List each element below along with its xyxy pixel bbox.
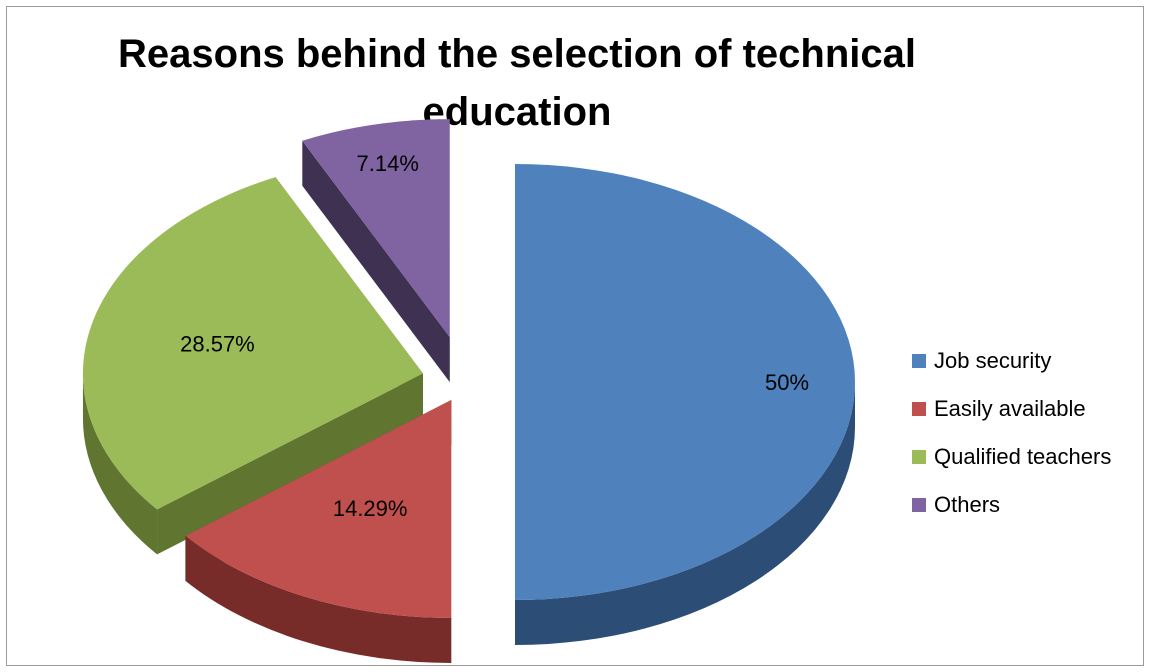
legend-swatch [912, 354, 926, 368]
slice-outer-wall [82, 373, 158, 555]
legend-swatch [912, 450, 926, 464]
slice-outer-wall [185, 535, 452, 664]
slice-tops [82, 119, 855, 619]
legend: Job security Easily available Qualified … [912, 337, 1111, 529]
slice-outer-wall [515, 382, 855, 645]
slice-easily-available [185, 400, 452, 619]
legend-item-others: Others [912, 481, 1111, 529]
legend-item-qualified-teachers: Qualified teachers [912, 433, 1111, 481]
slice-wall [157, 373, 423, 555]
slice-job-security [515, 164, 855, 600]
data-label: 50% [765, 370, 809, 395]
slice-wall [302, 140, 450, 383]
legend-label: Others [934, 492, 1001, 517]
legend-label: Easily available [934, 396, 1086, 421]
data-label: 7.14% [357, 151, 419, 176]
pie-chart: 50% 14.29% 28.57% 7.14% [82, 119, 855, 664]
legend-item-job-security: Job security [912, 337, 1111, 385]
data-labels: 50% 14.29% 28.57% 7.14% [180, 151, 809, 521]
chart-title: Reasons behind the selection of technica… [118, 32, 916, 134]
legend-label: Job security [934, 348, 1052, 373]
legend-label: Qualified teachers [934, 444, 1112, 469]
slice-qualified-teachers [82, 177, 423, 510]
data-label: 28.57% [180, 331, 255, 356]
legend-item-easily-available: Easily available [912, 385, 1111, 433]
chart-frame: Reasons behind the selection of technica… [6, 6, 1144, 666]
slice-others [302, 119, 450, 338]
legend-swatch [912, 402, 926, 416]
data-label: 14.29% [333, 496, 408, 521]
legend-swatch [912, 498, 926, 512]
